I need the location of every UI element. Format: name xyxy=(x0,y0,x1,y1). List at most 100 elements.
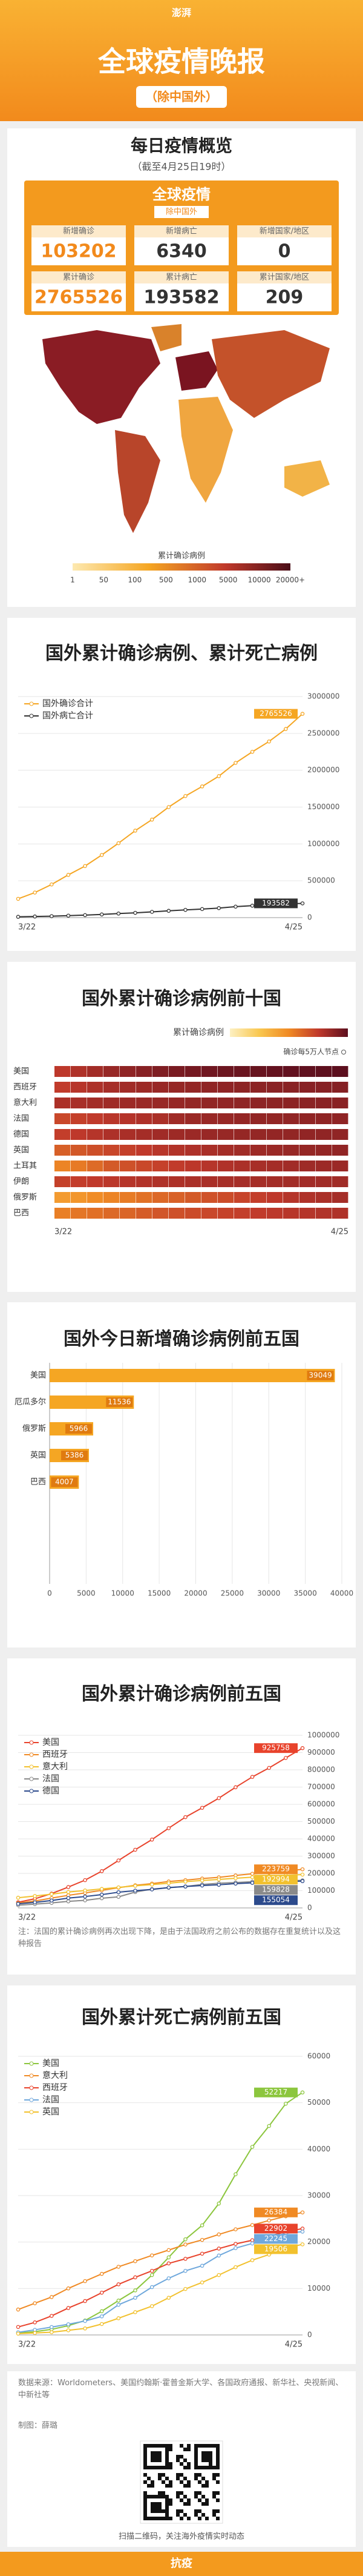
end-label: 192994 xyxy=(262,1875,290,1884)
heat-cell xyxy=(250,1145,267,1156)
qr-module xyxy=(194,2466,198,2469)
qr-module xyxy=(176,2491,180,2495)
qr-module xyxy=(198,2509,201,2513)
row-label: 德国 xyxy=(13,1130,29,1139)
qr-module xyxy=(212,2495,216,2498)
heat-cell xyxy=(267,1208,283,1219)
series-line xyxy=(18,2243,303,2334)
qr-module xyxy=(169,2444,172,2448)
heat-cell xyxy=(169,1098,185,1108)
heat-cell xyxy=(201,1192,218,1203)
heat-cell xyxy=(103,1192,120,1203)
heat-cell xyxy=(120,1192,136,1203)
y-tick-label: 20000 xyxy=(307,2237,330,2246)
data-point xyxy=(234,1876,238,1881)
y-tick-label: 30000 xyxy=(307,2191,330,2200)
heat-cell xyxy=(71,1145,87,1156)
heat-cell xyxy=(185,1145,201,1156)
heat-cell xyxy=(185,1113,201,1124)
data-point xyxy=(99,1896,104,1901)
heat-cell xyxy=(218,1208,234,1219)
data-point xyxy=(116,1858,121,1862)
qr-module xyxy=(169,2462,172,2466)
qr-module xyxy=(154,2455,158,2458)
heat-cell xyxy=(54,1098,71,1108)
end-label-box xyxy=(254,1895,298,1906)
heat-cell xyxy=(299,1176,316,1187)
end-label-box xyxy=(254,898,298,909)
data-point xyxy=(133,2259,137,2263)
heat-cell xyxy=(120,1113,136,1124)
heat-cell xyxy=(267,1161,283,1171)
heat-cell xyxy=(201,1066,218,1077)
end-label-box xyxy=(254,1743,298,1753)
chart-title: 国外累计确诊病例前十国 xyxy=(82,988,281,1010)
qr-module xyxy=(162,2444,165,2448)
end-label-box xyxy=(254,2234,298,2244)
qr-module xyxy=(180,2455,183,2458)
qr-module xyxy=(143,2506,147,2509)
qr-module xyxy=(187,2498,191,2502)
data-point xyxy=(66,2306,71,2310)
qr-module xyxy=(216,2473,220,2477)
data-point xyxy=(133,1889,137,1893)
qr-module xyxy=(205,2455,209,2458)
qr-module xyxy=(176,2509,180,2513)
heat-cell xyxy=(87,1176,103,1187)
heat-cell xyxy=(169,1176,185,1187)
data-point xyxy=(300,901,305,906)
data-point xyxy=(200,2251,204,2256)
legend-dot xyxy=(29,2061,34,2066)
map-legend-label: 5000 xyxy=(219,576,238,584)
data-point xyxy=(149,2253,154,2257)
heat-cell xyxy=(201,1082,218,1093)
map-legend-label: 20000+ xyxy=(276,576,305,584)
legend-label: 意大利 xyxy=(42,2070,68,2081)
data-point xyxy=(133,1847,137,1852)
data-point xyxy=(50,1898,54,1902)
qr-module xyxy=(180,2473,183,2477)
stat-label: 累计国家/地区 xyxy=(260,273,309,282)
data-point xyxy=(300,1872,305,1877)
stats-card-subtitle: 除中国外 xyxy=(166,208,197,217)
data-point xyxy=(183,1879,188,1884)
data-point xyxy=(83,864,87,869)
qr-module xyxy=(194,2444,198,2448)
heat-cell xyxy=(201,1208,218,1219)
heat-cell xyxy=(169,1082,185,1093)
source-box: 数据来源：Worldometers、美国约翰斯·霍普金斯大学、各国政府通报、新华… xyxy=(18,2379,343,2400)
y-tick-label: 300000 xyxy=(307,1852,335,1860)
data-point xyxy=(116,2316,121,2320)
data-point xyxy=(99,2290,104,2295)
panel xyxy=(7,1302,356,1647)
credit: 制图：薛璐 xyxy=(18,2422,57,2431)
data-point xyxy=(133,910,137,915)
qr-module xyxy=(147,2444,151,2448)
qr-module xyxy=(201,2513,205,2517)
heat-cell xyxy=(185,1129,201,1140)
heat-cell xyxy=(54,1208,71,1219)
heat-cell xyxy=(120,1066,136,1077)
x-tick-label: 10000 xyxy=(111,1589,134,1598)
qr-module xyxy=(212,2473,216,2477)
qr-module xyxy=(209,2458,212,2462)
value-label-box xyxy=(106,1397,133,1407)
qr-module xyxy=(194,2495,198,2498)
end-label-box xyxy=(254,1864,298,1875)
heat-cell xyxy=(120,1145,136,1156)
heat-cell xyxy=(250,1066,267,1077)
data-point xyxy=(149,1887,154,1892)
legend-dot xyxy=(29,2098,34,2102)
heat-cell xyxy=(152,1161,169,1171)
data-point xyxy=(149,910,154,914)
heat-cell xyxy=(332,1098,348,1108)
row-label: 西班牙 xyxy=(13,1083,37,1092)
data-point xyxy=(217,2273,221,2277)
data-point xyxy=(217,1882,221,1887)
data-point xyxy=(16,1895,21,1900)
heat-cell xyxy=(267,1113,283,1124)
heat-cell xyxy=(169,1066,185,1077)
x-tick-label: 25000 xyxy=(221,1589,244,1598)
heat-cell xyxy=(218,1113,234,1124)
data-point xyxy=(234,761,238,765)
